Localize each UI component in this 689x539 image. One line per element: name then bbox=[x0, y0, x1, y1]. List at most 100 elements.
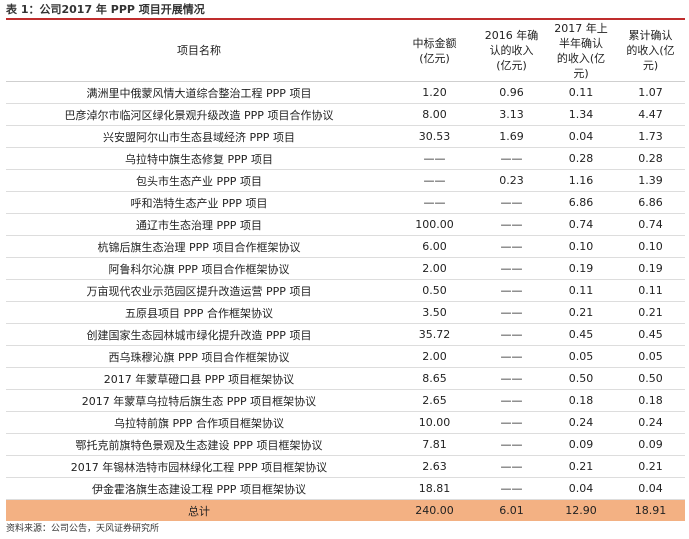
total-value-cell: 18.91 bbox=[616, 499, 685, 521]
value-cell: 0.05 bbox=[616, 345, 685, 368]
value-cell: 0.11 bbox=[616, 279, 685, 302]
value-cell: 0.96 bbox=[477, 81, 546, 104]
value-cell: —— bbox=[477, 191, 546, 214]
value-cell: 0.04 bbox=[616, 477, 685, 500]
value-cell: 2.00 bbox=[392, 257, 477, 280]
value-cell: 6.00 bbox=[392, 235, 477, 258]
value-cell: 0.21 bbox=[546, 455, 616, 478]
value-cell: 0.19 bbox=[616, 257, 685, 280]
value-cell: 1.73 bbox=[616, 125, 685, 148]
value-cell: —— bbox=[477, 455, 546, 478]
table-row: 乌拉特中旗生态修复 PPP 项目 —— —— 0.28 0.28 bbox=[6, 147, 685, 170]
column-header-0: 项目名称 bbox=[6, 20, 392, 82]
table-body: 满洲里中俄蒙风情大道综合整治工程 PPP 项目 1.20 0.96 0.11 1.07 巴… bbox=[6, 81, 685, 521]
table-row: 通辽市生态治理 PPP 项目 100.00 —— 0.74 0.74 bbox=[6, 213, 685, 236]
column-header-3: 2017 年上 半年确认 的收入(亿 元) bbox=[546, 20, 616, 82]
column-header-1: 中标金额 (亿元) bbox=[392, 20, 477, 82]
project-name-cell: 创建国家生态园林城市绿化提升改造 PPP 项目 bbox=[6, 323, 392, 346]
table-title: 表 1：公司2017 年 PPP 项目开展情况 bbox=[6, 3, 205, 16]
project-name-cell: 巴彦淖尔市临河区绿化景观升级改造 PPP 项目合作协议 bbox=[6, 103, 392, 126]
value-cell: 0.28 bbox=[546, 147, 616, 170]
value-cell: 1.39 bbox=[616, 169, 685, 192]
value-cell: —— bbox=[477, 477, 546, 500]
table-row: 万亩现代农业示范园区提升改造运营 PPP 项目 0.50 —— 0.11 0.11 bbox=[6, 279, 685, 302]
value-cell: 1.34 bbox=[546, 103, 616, 126]
project-name-cell: 杭锦后旗生态治理 PPP 项目合作框架协议 bbox=[6, 235, 392, 258]
project-name-cell: 西乌珠穆沁旗 PPP 项目合作框架协议 bbox=[6, 345, 392, 368]
header-row: 项目名称 中标金额 (亿元) 2016 年确 认的收入 (亿元) 2017 年上 半年确认 的收… bbox=[6, 20, 685, 82]
value-cell: 0.18 bbox=[616, 389, 685, 412]
project-name-cell: 2017 年蒙草乌拉特后旗生态 PPP 项目框架协议 bbox=[6, 389, 392, 412]
project-name-cell: 乌拉特中旗生态修复 PPP 项目 bbox=[6, 147, 392, 170]
table-row: 阿鲁科尔沁旗 PPP 项目合作框架协议 2.00 —— 0.19 0.19 bbox=[6, 257, 685, 280]
table-row: 2017 年锡林浩特市园林绿化工程 PPP 项目框架协议 2.63 —— 0.21 0.… bbox=[6, 455, 685, 478]
value-cell: 0.50 bbox=[546, 367, 616, 390]
value-cell: 0.45 bbox=[546, 323, 616, 346]
column-header-4: 累计确认 的收入(亿 元) bbox=[616, 20, 685, 82]
total-value-cell: 12.90 bbox=[546, 499, 616, 521]
value-cell: —— bbox=[477, 147, 546, 170]
project-name-cell: 2017 年锡林浩特市园林绿化工程 PPP 项目框架协议 bbox=[6, 455, 392, 478]
value-cell: —— bbox=[392, 147, 477, 170]
value-cell: 1.07 bbox=[616, 81, 685, 104]
table-row: 包头市生态产业 PPP 项目 —— 0.23 1.16 1.39 bbox=[6, 169, 685, 192]
value-cell: 0.21 bbox=[616, 455, 685, 478]
table-row: 2017 年蒙草磴口县 PPP 项目框架协议 8.65 —— 0.50 0.50 bbox=[6, 367, 685, 390]
project-name-cell: 满洲里中俄蒙风情大道综合整治工程 PPP 项目 bbox=[6, 81, 392, 104]
value-cell: 0.10 bbox=[616, 235, 685, 258]
value-cell: 0.10 bbox=[546, 235, 616, 258]
value-cell: —— bbox=[477, 235, 546, 258]
column-header-2: 2016 年确 认的收入 (亿元) bbox=[477, 20, 546, 82]
value-cell: 0.50 bbox=[392, 279, 477, 302]
value-cell: —— bbox=[477, 433, 546, 456]
table-row: 鄂托克前旗特色景观及生态建设 PPP 项目框架协议 7.81 —— 0.09 0.09 bbox=[6, 433, 685, 456]
value-cell: 0.09 bbox=[546, 433, 616, 456]
value-cell: 0.50 bbox=[616, 367, 685, 390]
value-cell: 0.18 bbox=[546, 389, 616, 412]
table-row: 兴安盟阿尔山市生态县域经济 PPP 项目 30.53 1.69 0.04 1.73 bbox=[6, 125, 685, 148]
value-cell: —— bbox=[477, 389, 546, 412]
value-cell: 1.69 bbox=[477, 125, 546, 148]
table-row: 呼和浩特生态产业 PPP 项目 —— —— 6.86 6.86 bbox=[6, 191, 685, 214]
total-value-cell: 6.01 bbox=[477, 499, 546, 521]
project-name-cell: 五原县项目 PPP 合作框架协议 bbox=[6, 301, 392, 324]
value-cell: 0.11 bbox=[546, 279, 616, 302]
value-cell: 6.86 bbox=[616, 191, 685, 214]
table-row: 2017 年蒙草乌拉特后旗生态 PPP 项目框架协议 2.65 —— 0.18 0.18 bbox=[6, 389, 685, 412]
value-cell: 10.00 bbox=[392, 411, 477, 434]
value-cell: 18.81 bbox=[392, 477, 477, 500]
table-row: 创建国家生态园林城市绿化提升改造 PPP 项目 35.72 —— 0.45 0.45 bbox=[6, 323, 685, 346]
project-name-cell: 包头市生态产业 PPP 项目 bbox=[6, 169, 392, 192]
value-cell: 0.09 bbox=[616, 433, 685, 456]
value-cell: 0.05 bbox=[546, 345, 616, 368]
project-name-cell: 阿鲁科尔沁旗 PPP 项目合作框架协议 bbox=[6, 257, 392, 280]
value-cell: 1.16 bbox=[546, 169, 616, 192]
value-cell: 30.53 bbox=[392, 125, 477, 148]
table-row: 五原县项目 PPP 合作框架协议 3.50 —— 0.21 0.21 bbox=[6, 301, 685, 324]
value-cell: 100.00 bbox=[392, 213, 477, 236]
value-cell: 8.00 bbox=[392, 103, 477, 126]
value-cell: 0.21 bbox=[546, 301, 616, 324]
source-note: 资料来源：公司公告，天风证券研究所 bbox=[6, 524, 160, 534]
value-cell: 2.63 bbox=[392, 455, 477, 478]
value-cell: 1.20 bbox=[392, 81, 477, 104]
value-cell: 0.11 bbox=[546, 81, 616, 104]
value-cell: —— bbox=[477, 367, 546, 390]
value-cell: —— bbox=[477, 279, 546, 302]
project-name-cell: 2017 年蒙草磴口县 PPP 项目框架协议 bbox=[6, 367, 392, 390]
value-cell: 0.24 bbox=[616, 411, 685, 434]
value-cell: 0.74 bbox=[616, 213, 685, 236]
table-row: 满洲里中俄蒙风情大道综合整治工程 PPP 项目 1.20 0.96 0.11 1.07 bbox=[6, 81, 685, 104]
value-cell: 35.72 bbox=[392, 323, 477, 346]
value-cell: 0.28 bbox=[616, 147, 685, 170]
ppp-projects-table: 项目名称 中标金额 (亿元) 2016 年确 认的收入 (亿元) 2017 年上 半年确认 的收… bbox=[6, 20, 685, 521]
value-cell: 0.45 bbox=[616, 323, 685, 346]
value-cell: 2.65 bbox=[392, 389, 477, 412]
total-value-cell: 240.00 bbox=[392, 499, 477, 521]
total-row: 总计 240.00 6.01 12.90 18.91 bbox=[6, 499, 685, 521]
table-row: 巴彦淖尔市临河区绿化景观升级改造 PPP 项目合作协议 8.00 3.13 1.34 4… bbox=[6, 103, 685, 126]
value-cell: —— bbox=[477, 345, 546, 368]
value-cell: 0.19 bbox=[546, 257, 616, 280]
value-cell: 0.74 bbox=[546, 213, 616, 236]
